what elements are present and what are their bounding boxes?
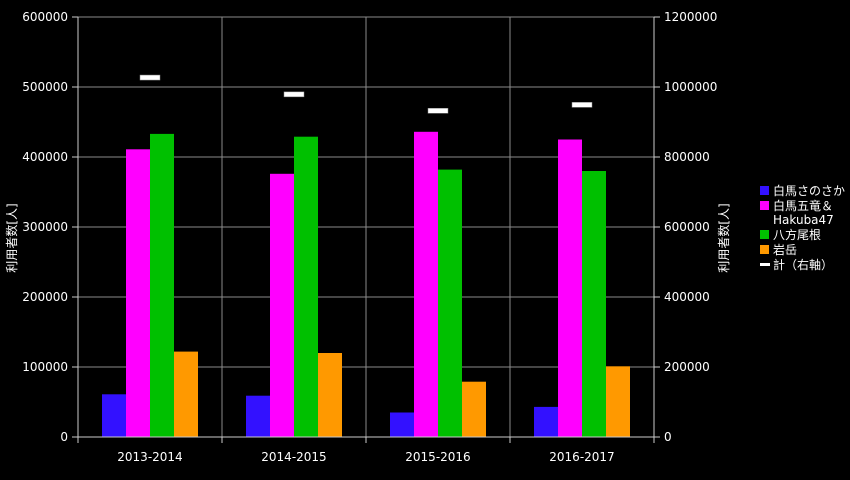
bar-1-2: [414, 131, 438, 438]
total-marker-3: [571, 102, 593, 108]
x-tick-label: 2016-2017: [549, 450, 614, 464]
legend-label-2: 八方尾根: [773, 227, 821, 242]
bar-1-3: [558, 139, 582, 437]
y-axis-label: 利用者数[人]: [4, 203, 19, 272]
legend-label-3: 岩岳: [773, 242, 797, 257]
x-tick-label: 2014-2015: [261, 450, 326, 464]
y2-tick-label: 1000000: [664, 80, 717, 94]
legend-label-4: 計（右軸）: [773, 257, 833, 272]
legend-swatch-1: [760, 201, 769, 210]
bar-1-0: [126, 149, 150, 438]
bars: [102, 131, 630, 438]
y2-tick-label: 0: [664, 430, 672, 444]
legend-label-1: 白馬五竜＆ Hakuba47: [773, 198, 834, 227]
bar-2-3: [582, 171, 606, 437]
bar-3-0: [174, 351, 198, 437]
y-tick-label: 100000: [22, 360, 68, 374]
bar-3-2: [462, 381, 486, 437]
x-tick-label: 2013-2014: [117, 450, 182, 464]
bar-2-2: [438, 169, 462, 437]
bar-3-3: [606, 366, 630, 437]
legend-swatch-0: [760, 186, 769, 195]
total-marker-2: [427, 108, 449, 114]
y-tick-label: 500000: [22, 80, 68, 94]
bar-0-0: [102, 394, 126, 437]
y-tick-label: 400000: [22, 150, 68, 164]
y2-tick-label: 400000: [664, 290, 710, 304]
bar-3-1: [318, 353, 342, 437]
y2-tick-label: 1200000: [664, 10, 717, 24]
legend-swatch-4: [760, 263, 770, 266]
bar-0-2: [390, 412, 414, 437]
x-tick-label: 2015-2016: [405, 450, 470, 464]
y2-axis-label: 利用者数[人]: [716, 203, 731, 272]
x-axis-ticks: 2013-2014 2014-2015 2015-2016 2016-2017: [117, 450, 614, 464]
legend-label-line: 八方尾根: [773, 227, 821, 242]
legend-label-line: Hakuba47: [773, 213, 834, 227]
y2-tick-label: 600000: [664, 220, 710, 234]
legend-label-line: 岩岳: [773, 242, 797, 257]
legend-swatch-2: [760, 230, 769, 239]
y-tick-label: 0: [60, 430, 68, 444]
y2-tick-label: 800000: [664, 150, 710, 164]
legend-swatch-3: [760, 245, 769, 254]
bar-2-1: [294, 136, 318, 437]
legend-label-line: 白馬さのさか: [773, 183, 845, 198]
legend-label-line: 計（右軸）: [773, 257, 833, 272]
bar-2-0: [150, 133, 174, 437]
legend-label-line: 白馬五竜＆: [773, 198, 833, 213]
y-tick-label: 200000: [22, 290, 68, 304]
right-axis-ticks: 0 200000 400000 600000 800000 1000000 1200000: [664, 10, 717, 444]
legend-label-0: 白馬さのさか: [773, 183, 845, 198]
total-marker-0: [139, 74, 161, 81]
total-marker-1: [283, 91, 305, 98]
bar-1-1: [270, 173, 294, 438]
left-axis-ticks: 0 100000 200000 300000 400000 500000 600000: [22, 10, 68, 444]
bar-0-1: [246, 395, 270, 437]
bar-0-3: [534, 406, 558, 437]
y-tick-label: 600000: [22, 10, 68, 24]
total-markers: [139, 74, 593, 114]
axes: [72, 16, 660, 443]
y-tick-label: 300000: [22, 220, 68, 234]
y2-tick-label: 200000: [664, 360, 710, 374]
